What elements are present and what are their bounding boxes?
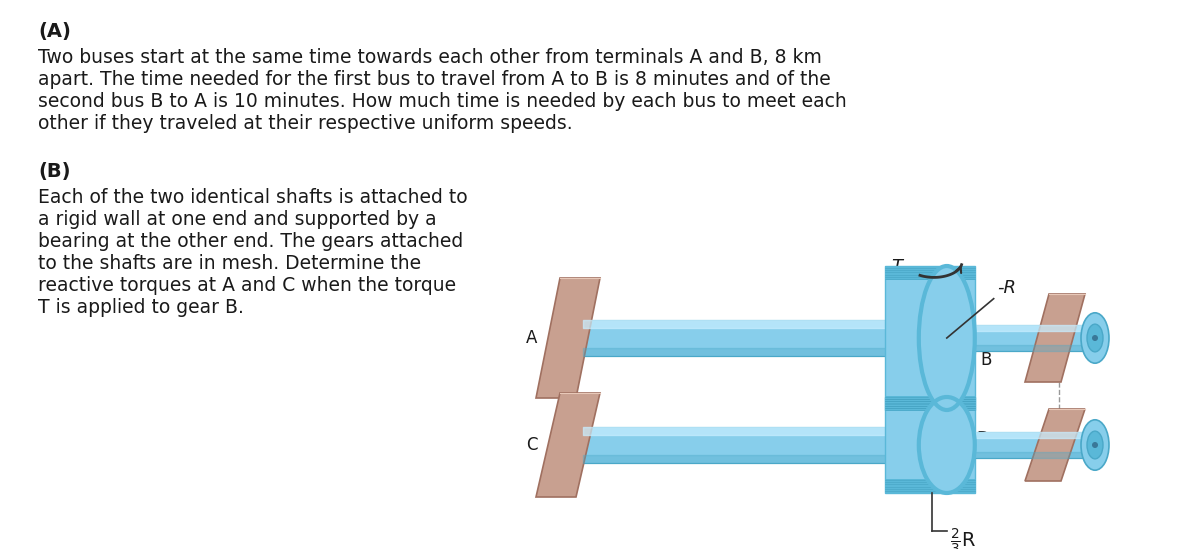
Text: second bus B to A is 10 minutes. How much time is needed by each bus to meet eac: second bus B to A is 10 minutes. How muc…: [38, 92, 847, 111]
Polygon shape: [886, 397, 974, 493]
Polygon shape: [971, 433, 1091, 458]
Polygon shape: [536, 393, 600, 497]
Text: to the shafts are in mesh. Determine the: to the shafts are in mesh. Determine the: [38, 254, 421, 273]
Text: (A): (A): [38, 22, 71, 41]
Text: Two buses start at the same time towards each other from terminals A and B, 8 km: Two buses start at the same time towards…: [38, 48, 822, 67]
Polygon shape: [886, 396, 974, 410]
Polygon shape: [536, 278, 600, 398]
Polygon shape: [886, 266, 974, 410]
Polygon shape: [971, 326, 1091, 351]
Polygon shape: [886, 479, 974, 493]
Polygon shape: [886, 397, 974, 411]
Text: T: T: [890, 258, 902, 276]
Ellipse shape: [919, 266, 974, 410]
Ellipse shape: [1081, 313, 1109, 363]
Text: reactive torques at A and C when the torque: reactive torques at A and C when the tor…: [38, 276, 456, 295]
Text: apart. The time needed for the first bus to travel from A to B is 8 minutes and : apart. The time needed for the first bus…: [38, 70, 830, 89]
Polygon shape: [1025, 294, 1085, 382]
Text: D: D: [977, 430, 990, 448]
Polygon shape: [583, 320, 970, 356]
Ellipse shape: [919, 397, 974, 493]
Text: C: C: [526, 436, 538, 454]
Polygon shape: [886, 266, 974, 280]
Text: B: B: [980, 351, 992, 368]
Text: other if they traveled at their respective uniform speeds.: other if they traveled at their respecti…: [38, 114, 572, 133]
Ellipse shape: [1092, 335, 1098, 341]
Text: T is applied to gear B.: T is applied to gear B.: [38, 298, 244, 317]
Ellipse shape: [1087, 431, 1103, 459]
Text: a rigid wall at one end and supported by a: a rigid wall at one end and supported by…: [38, 210, 437, 229]
Ellipse shape: [1087, 324, 1103, 352]
Ellipse shape: [1092, 442, 1098, 448]
Polygon shape: [583, 427, 970, 463]
Text: A: A: [526, 329, 538, 347]
Text: Each of the two identical shafts is attached to: Each of the two identical shafts is atta…: [38, 188, 468, 207]
Text: bearing at the other end. The gears attached: bearing at the other end. The gears atta…: [38, 232, 463, 251]
Text: -R: -R: [997, 279, 1016, 296]
Text: $\frac{2}{3}$R: $\frac{2}{3}$R: [950, 527, 976, 549]
Polygon shape: [1025, 409, 1085, 481]
Text: (B): (B): [38, 162, 71, 181]
Ellipse shape: [1081, 420, 1109, 470]
